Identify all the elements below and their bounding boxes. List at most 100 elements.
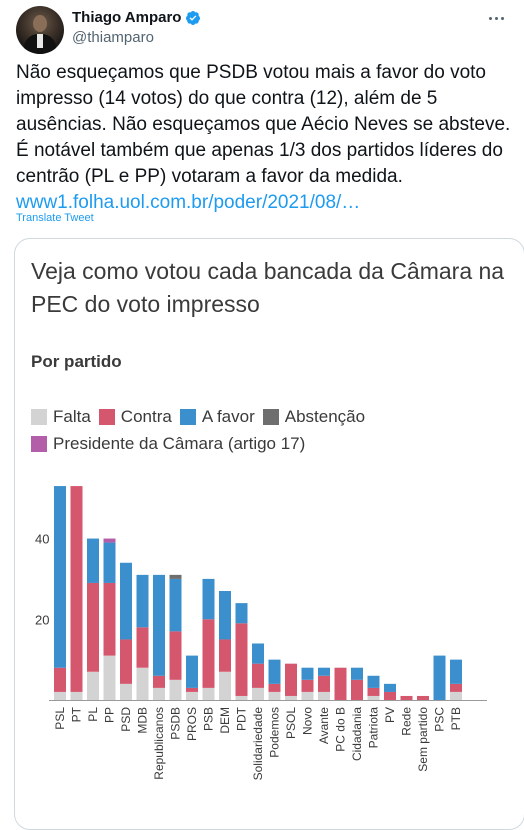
link-card[interactable]: Veja como votou cada bancada da Câmara n…: [14, 238, 524, 830]
bar-segment: [252, 663, 264, 688]
legend-swatch: [31, 409, 47, 425]
x-tick-label: PROS: [185, 707, 199, 741]
bar-segment: [219, 639, 231, 672]
legend-label: Contra: [120, 407, 172, 426]
bar-segment: [219, 591, 231, 640]
x-tick-label: PP: [103, 707, 117, 723]
bar-segment: [136, 574, 149, 628]
bar-segment: [301, 667, 314, 680]
x-tick-label: PDT: [235, 706, 249, 731]
x-tick-label: PL: [86, 707, 100, 722]
x-tick-label: Patriota: [367, 707, 381, 749]
tweet-link[interactable]: www1.folha.uol.com.br/poder/2021/08/…: [16, 192, 361, 213]
bar-segment: [433, 655, 446, 700]
x-tick-label: Avante: [317, 707, 331, 744]
bar-segment: [103, 538, 116, 543]
bar-segment: [268, 683, 281, 692]
bar-segment: [87, 582, 99, 672]
x-tick-label: Novo: [301, 707, 315, 735]
bar-segment: [367, 695, 380, 700]
legend-swatch: [179, 409, 196, 425]
bar-segment: [252, 643, 264, 664]
bar-segment: [186, 691, 198, 700]
more-dot-3: [500, 16, 504, 20]
x-tick-label: DEM: [218, 707, 232, 734]
bar-segment: [120, 639, 132, 684]
bar-segment: [219, 671, 231, 700]
bar-segment: [169, 578, 182, 632]
legend-item: Presidente da Câmara (artigo 17): [31, 432, 305, 456]
bar-segment: [301, 679, 314, 692]
bar-segment: [450, 659, 462, 684]
legend: Falta Contra A favor Abstenção Presidente da…: [31, 405, 511, 459]
x-tick-label: PC do B: [334, 707, 348, 752]
x-tick-label: PV: [383, 707, 397, 723]
avatar[interactable]: [16, 6, 64, 54]
bar-segment: [202, 619, 215, 688]
bar-segment: [351, 667, 363, 680]
bar-segment: [103, 582, 116, 656]
bar-segment: [450, 683, 462, 692]
legend-item: Falta: [31, 405, 91, 429]
bar-segment: [285, 695, 297, 700]
author-name[interactable]: Thiago Amparo: [72, 8, 201, 28]
legend-item: A favor: [179, 405, 255, 429]
bar-segment: [103, 655, 116, 700]
bar-segment: [54, 691, 66, 700]
bar-segment: [235, 695, 248, 700]
bar-segment: [384, 683, 396, 692]
bar-segment: [153, 574, 165, 676]
x-tick-label: PTB: [449, 707, 463, 730]
bar-segment: [285, 663, 297, 696]
bar-segment: [268, 691, 281, 700]
bar-segment: [235, 603, 248, 624]
legend-label: A favor: [201, 407, 255, 426]
bar-segment: [450, 691, 462, 700]
bar-segment: [318, 691, 330, 700]
bar-segment: [384, 691, 396, 700]
x-tick-label: MDB: [136, 707, 150, 734]
chart-title: Veja como votou cada bancada da Câmara n…: [31, 258, 505, 317]
more-dot-1: [488, 16, 492, 20]
verified-badge-icon: [186, 11, 201, 25]
x-tick-label: Solidariedade: [251, 707, 265, 781]
bar-segment: [417, 695, 429, 700]
bar-segment: [70, 486, 83, 692]
author-name-text[interactable]: Thiago Amparo: [72, 9, 182, 26]
bar-segment: [54, 486, 66, 668]
x-tick-label: PSC: [433, 707, 447, 732]
x-tick-label: PSL: [53, 707, 67, 730]
x-tick-label: PSDB: [169, 707, 183, 740]
legend-label: Abstenção: [284, 407, 366, 426]
bar-segment: [136, 627, 149, 668]
bar-segment: [136, 667, 149, 700]
section-label: Por partido: [31, 352, 122, 371]
x-tick-label: PSD: [119, 707, 133, 732]
author-handle[interactable]: @thiamparo: [72, 29, 154, 46]
bar-segment: [318, 667, 330, 676]
bar-segment: [87, 671, 99, 700]
y-tick-label: 20: [35, 612, 49, 627]
more-options-icon[interactable]: [484, 8, 508, 28]
bar-segment: [169, 679, 182, 700]
y-tick-label: 40: [35, 532, 49, 547]
bar-segment: [400, 695, 413, 700]
bar-segment: [153, 687, 165, 700]
bar-segment: [54, 667, 66, 692]
bar-segment: [252, 687, 264, 700]
x-tick-label: PT: [70, 706, 84, 722]
bar-segment: [70, 691, 83, 700]
translate-tweet-link[interactable]: Translate Tweet: [16, 212, 94, 224]
bar-segment: [268, 659, 281, 684]
bar-segment: [367, 675, 380, 688]
legend-swatch: [262, 409, 279, 425]
x-tick-label: PSB: [202, 707, 216, 731]
bar-segment: [87, 538, 99, 583]
avatar-face: [33, 15, 47, 32]
bar-segment: [186, 687, 198, 692]
x-tick-label: Republicanos: [152, 707, 166, 780]
bar-segment: [202, 687, 215, 700]
x-tick-label: Cidadania: [350, 707, 364, 761]
bar-segment: [301, 691, 314, 700]
